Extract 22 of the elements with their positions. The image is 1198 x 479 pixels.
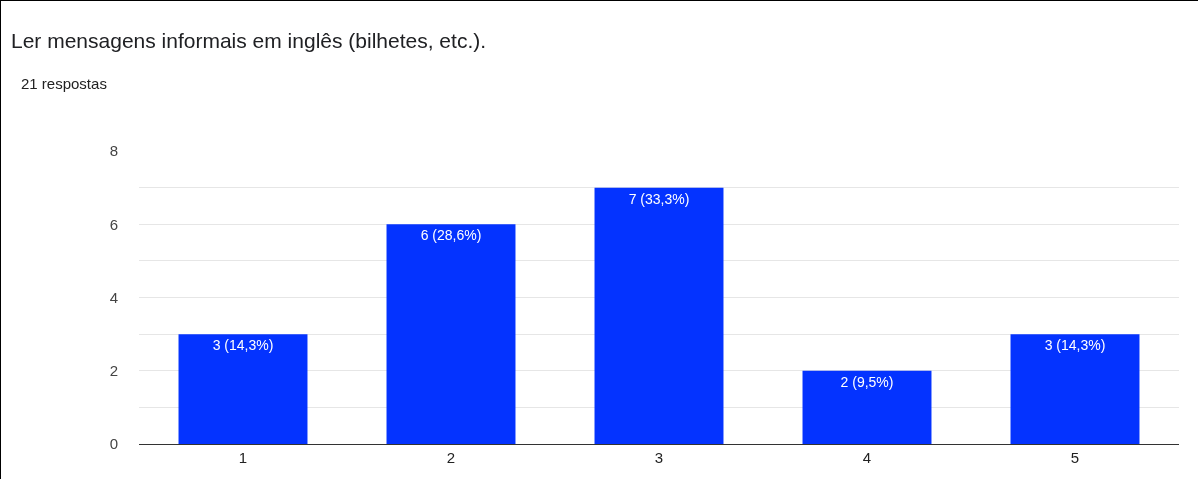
data-label: 2 (9,5%) <box>840 373 894 390</box>
x-tick-label: 5 <box>1070 449 1080 466</box>
y-tick-label: 4 <box>109 288 118 306</box>
x-tick-label: 4 <box>862 449 872 466</box>
y-tick-label: 8 <box>109 142 118 160</box>
x-tick-label: 3 <box>654 449 664 466</box>
chart-title: Ler mensagens informais em inglês (bilhetes, etc.). <box>11 29 487 53</box>
bar <box>594 187 724 444</box>
x-tick-label: 2 <box>446 449 456 466</box>
chart-subtitle: 21 respostas <box>21 75 107 92</box>
data-label: 3 (14,3%) <box>1044 337 1106 354</box>
data-label: 3 (14,3%) <box>212 337 274 354</box>
bar <box>802 370 932 444</box>
y-tick-label: 6 <box>109 215 118 233</box>
data-label: 6 (28,6%) <box>420 227 482 244</box>
x-tick-label: 1 <box>238 449 248 466</box>
y-tick-label: 0 <box>109 435 118 453</box>
bar <box>1010 334 1140 444</box>
bar <box>178 334 308 444</box>
data-label: 7 (33,3%) <box>628 190 690 207</box>
bar <box>386 224 516 444</box>
y-tick-label: 2 <box>109 362 118 379</box>
